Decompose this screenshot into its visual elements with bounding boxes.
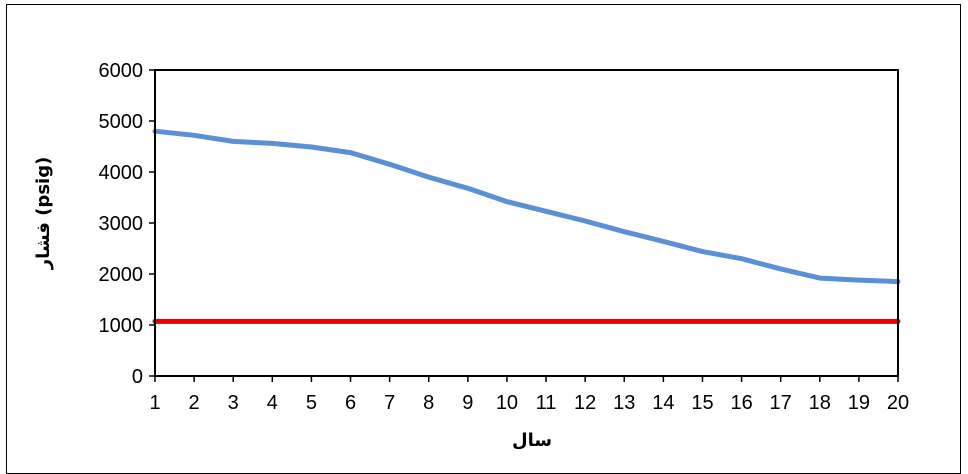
x-tick-label: 8 — [423, 392, 434, 414]
x-tick-label: 19 — [848, 392, 870, 414]
x-tick-label: 13 — [613, 392, 635, 414]
series-line-1 — [152, 128, 901, 285]
x-tick-label: 2 — [189, 392, 200, 414]
x-tick-label: 10 — [496, 392, 518, 414]
x-tick-label: 9 — [462, 392, 473, 414]
y-tick-label: 0 — [132, 366, 143, 388]
x-tick-label: 1 — [149, 392, 160, 414]
y-axis-title: فشار (psig) — [33, 157, 54, 271]
x-tick-label: 16 — [730, 392, 752, 414]
y-tick-label: 6000 — [99, 60, 144, 82]
y-tick-label: 5000 — [99, 111, 144, 133]
x-tick-label: 14 — [652, 392, 674, 414]
x-axis-title: سال — [512, 430, 552, 451]
x-tick-label: 20 — [887, 392, 909, 414]
y-axis-ticks: 0 1000 2000 3000 4000 5000 6000 — [99, 60, 155, 388]
x-tick-label: 15 — [691, 392, 713, 414]
plot-area-frame — [154, 69, 899, 377]
x-tick-label: 7 — [384, 392, 395, 414]
x-tick-label: 5 — [306, 392, 317, 414]
x-tick-label: 4 — [267, 392, 278, 414]
y-tick-label: 3000 — [99, 213, 144, 235]
series-layer — [152, 128, 901, 324]
x-tick-label: 6 — [345, 392, 356, 414]
x-tick-label: 17 — [770, 392, 792, 414]
x-tick-label: 3 — [228, 392, 239, 414]
y-tick-label: 4000 — [99, 162, 144, 184]
y-tick-label: 1000 — [99, 315, 144, 337]
y-tick-label: 2000 — [99, 264, 144, 286]
x-tick-label: 18 — [809, 392, 831, 414]
x-axis-ticks: 1 2 3 4 5 6 7 8 9 10 11 12 13 14 15 16 17 18 19 20 — [149, 376, 909, 414]
x-tick-label: 11 — [536, 392, 557, 414]
x-tick-label: 12 — [574, 392, 596, 414]
